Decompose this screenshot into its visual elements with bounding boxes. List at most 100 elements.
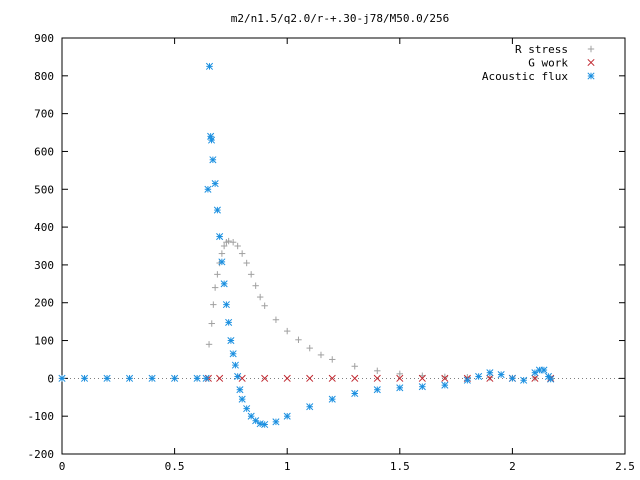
data-point: [396, 374, 404, 382]
data-point: [463, 376, 471, 384]
data-point: [252, 417, 260, 425]
legend-label: R stress: [515, 43, 568, 56]
data-point: [207, 136, 216, 144]
data-point: [351, 363, 358, 370]
plot-frame: [61, 37, 626, 455]
data-point: [225, 237, 232, 245]
data-point: [540, 366, 548, 374]
data-point: [103, 374, 111, 382]
data-point: [225, 318, 233, 326]
y-tick-label: 400: [34, 221, 54, 234]
data-point: [441, 374, 449, 382]
y-tick-label: 100: [34, 335, 54, 348]
y-tick-label: 0: [47, 372, 54, 385]
data-point: [329, 356, 336, 363]
legend-label: G work: [528, 57, 568, 70]
x-tick-label: 2: [509, 460, 516, 473]
data-point: [373, 386, 381, 394]
data-point: [220, 242, 228, 250]
data-point: [205, 62, 214, 70]
plot-series: [58, 62, 555, 429]
data-point: [231, 361, 239, 369]
data-point: [520, 376, 528, 384]
legend-marker: [587, 72, 595, 80]
data-point: [193, 374, 201, 382]
data-point: [486, 369, 494, 377]
data-point: [243, 259, 250, 267]
y-tick-label: 600: [34, 145, 54, 158]
data-point: [396, 384, 404, 392]
data-point: [328, 395, 336, 403]
data-point: [204, 185, 212, 193]
data-point: [283, 412, 291, 420]
data-point: [547, 375, 555, 383]
data-point: [486, 374, 494, 382]
data-point: [216, 232, 224, 241]
data-point: [243, 405, 251, 413]
y-tick-label: 700: [34, 108, 54, 121]
data-point: [256, 420, 264, 428]
data-point: [234, 372, 242, 381]
data-point: [261, 302, 268, 309]
data-point: [295, 336, 302, 343]
data-point: [213, 206, 221, 214]
data-point: [211, 180, 219, 188]
data-point: [374, 367, 381, 374]
data-point: [261, 374, 269, 382]
data-point: [284, 327, 291, 335]
y-tick-label: 500: [34, 183, 54, 196]
legend-marker: [587, 58, 595, 67]
data-point: [214, 271, 221, 278]
data-point: [126, 374, 134, 382]
data-point: [497, 371, 505, 379]
data-point: [216, 374, 224, 382]
series-acoustic-flux: [58, 62, 555, 429]
data-point: [317, 351, 325, 359]
data-point: [171, 374, 179, 382]
data-point: [247, 271, 255, 278]
legend-marker: [587, 45, 595, 53]
data-point: [202, 374, 210, 382]
y-tick-label: 900: [34, 32, 54, 45]
y-tick-label: -200: [28, 448, 55, 461]
data-point: [306, 344, 313, 352]
data-point: [418, 383, 426, 391]
data-point: [283, 374, 291, 382]
data-point: [211, 284, 219, 291]
data-point: [80, 374, 89, 382]
data-point: [236, 386, 244, 394]
y-tick-label: 200: [34, 297, 54, 310]
x-tick-label: 0: [59, 460, 66, 473]
legend-label: Acoustic flux: [482, 70, 568, 83]
x-tick-label: 0.5: [165, 460, 185, 473]
data-point: [508, 374, 516, 382]
y-tick-label: -100: [28, 410, 55, 423]
data-point: [229, 239, 237, 246]
y-tick-label: 300: [34, 259, 54, 272]
chart-title: m2/n1.5/q2.0/r-+.30-j78/M50.0/256: [231, 12, 450, 25]
data-point: [205, 341, 213, 348]
data-point: [222, 301, 230, 309]
y-tick-label: 800: [34, 70, 54, 83]
data-point: [238, 250, 246, 257]
data-point: [306, 403, 314, 411]
data-point: [247, 412, 255, 420]
data-point: [256, 293, 264, 301]
data-point: [252, 282, 259, 289]
data-point: [208, 320, 215, 327]
data-point: [209, 156, 217, 164]
data-point: [351, 389, 359, 398]
data-point: [396, 370, 403, 378]
data-point: [218, 258, 226, 266]
data-point: [227, 336, 235, 345]
x-tick-label: 1.5: [390, 460, 410, 473]
data-point: [210, 301, 217, 308]
data-point: [261, 420, 269, 429]
axes: 0 0.5 1 1.5 2 2.5 -200 -100 0 100 200 300 400 500 600 7…: [28, 32, 635, 473]
data-point: [229, 350, 237, 358]
data-point: [351, 374, 359, 382]
data-point: [373, 374, 381, 382]
x-tick-label: 2.5: [615, 460, 635, 473]
